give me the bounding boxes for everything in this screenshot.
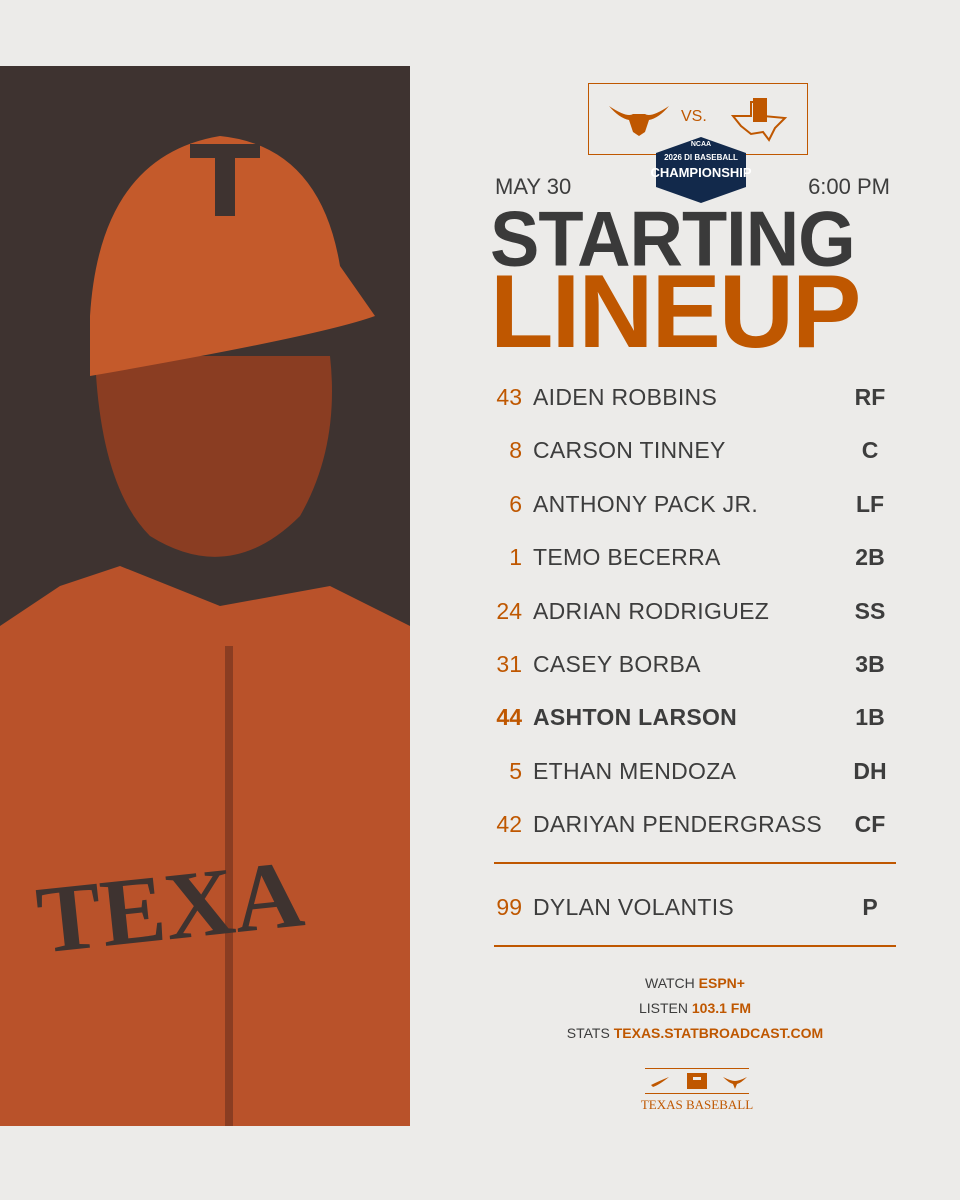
player-name: DYLAN VOLANTIS [533, 894, 735, 920]
position: P [862, 894, 878, 920]
media-label: WATCH [645, 975, 695, 991]
player-name: AIDEN ROBBINS [533, 384, 718, 410]
cap [90, 136, 375, 376]
time: 6:00 PM [808, 174, 890, 199]
media-value: 103.1 FM [691, 1000, 752, 1016]
jersey-number: 43 [496, 384, 522, 410]
cap-logo [190, 144, 260, 158]
footer-text: TEXAS BASEBALL [640, 1097, 754, 1112]
position: LF [855, 490, 885, 517]
jersey-number: 8 [509, 437, 522, 464]
position: SS [854, 597, 886, 624]
player-name: ANTHONY PACK JR. [533, 490, 759, 517]
media-line: LISTEN 103.1 FM [495, 1000, 895, 1016]
matchup-box: VS. [588, 83, 808, 155]
cap-logo-stem [215, 156, 235, 216]
ncaa: NCAA [690, 141, 712, 148]
footer-logos [645, 1068, 749, 1094]
player-name: ADRIAN RODRIGUEZ [533, 597, 770, 624]
position: 2B [855, 544, 885, 571]
event-year: 2026 DI BASEBALL [664, 153, 738, 162]
player-name: ASHTON LARSON [533, 704, 738, 731]
date: MAY 30 [495, 174, 572, 199]
position: C [861, 437, 879, 464]
jersey-number: 24 [496, 597, 522, 624]
position: RF [854, 384, 886, 410]
jersey-placket [225, 646, 233, 1126]
media-value: ESPN+ [698, 975, 745, 991]
position: DH [853, 757, 887, 784]
position: CF [854, 811, 886, 838]
divider [494, 862, 896, 864]
title-line-1: STARTING [490, 194, 856, 283]
jersey-number: 99 [496, 894, 522, 920]
media-line: STATS TEXAS.STATBROADCAST.COM [495, 1025, 895, 1041]
championship-logo: NCAA 2026 DI BASEBALL CHAMPIONSHIP [646, 135, 756, 205]
player-name: DARIYAN PENDERGRASS [533, 811, 822, 838]
face [95, 356, 332, 557]
player-photo: TEXA [0, 66, 410, 1126]
player-name: TEMO BECERRA [533, 544, 721, 571]
event-name: CHAMPIONSHIP [650, 165, 752, 180]
position: 1B [855, 704, 885, 731]
player-name: CARSON TINNEY [533, 437, 726, 464]
media-value: TEXAS.STATBROADCAST.COM [613, 1025, 824, 1041]
jersey-number: 5 [509, 757, 522, 784]
position: 3B [855, 651, 885, 677]
jersey [0, 566, 410, 1126]
divider [494, 945, 896, 947]
home-logo [609, 106, 669, 136]
jersey-number: 1 [509, 544, 522, 571]
jersey-number: 42 [496, 811, 522, 838]
media-label: STATS [566, 1025, 610, 1041]
player-name: ETHAN MENDOZA [533, 757, 737, 784]
jersey-number: 31 [496, 651, 522, 677]
jersey-number: 6 [509, 490, 522, 517]
versus: VS. [681, 108, 707, 125]
media-line: WATCH ESPN+ [495, 975, 895, 991]
player-name: CASEY BORBA [533, 651, 701, 677]
media-label: LISTEN [638, 1000, 688, 1016]
jersey-number: 44 [496, 704, 522, 731]
title-line-2: LINEUP [490, 254, 861, 370]
away-logo [730, 98, 788, 142]
